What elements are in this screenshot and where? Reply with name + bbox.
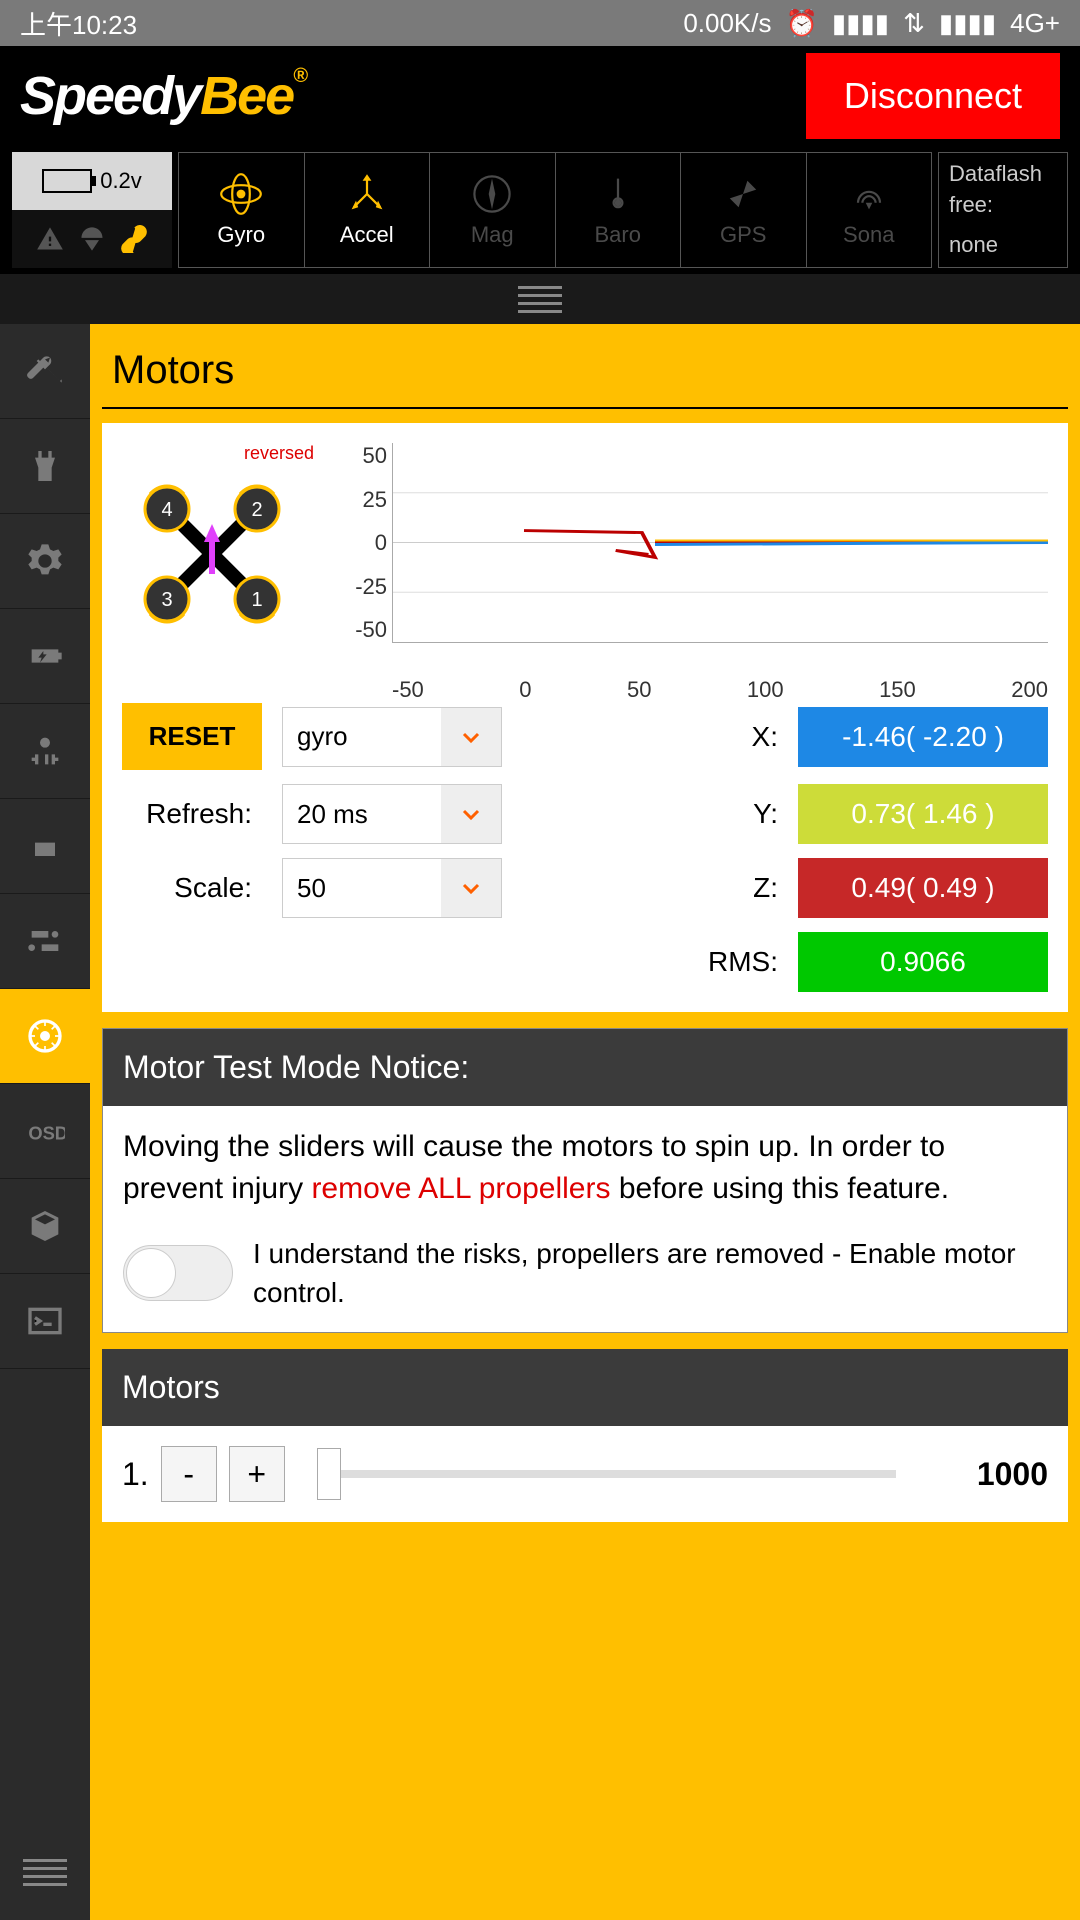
baro-icon: [596, 172, 640, 216]
battery-box: 0.2v: [12, 152, 172, 268]
toggle-label: I understand the risks, propellers are r…: [253, 1234, 1047, 1312]
refresh-select[interactable]: 20 ms: [282, 784, 502, 844]
disconnect-button[interactable]: Disconnect: [806, 53, 1060, 139]
data-icon: ⇅: [903, 8, 925, 39]
svg-text:OSD: OSD: [28, 1122, 65, 1143]
status-bar: 上午10:23 0.00K/s ⏰ ▮▮▮▮ ⇅ ▮▮▮▮ 4G+: [0, 0, 1080, 46]
motors-control-panel: Motors 1. - + 1000: [102, 1349, 1068, 1522]
alarm-icon: ⏰: [785, 8, 817, 39]
sidebar-config[interactable]: [0, 514, 90, 609]
motor-2-label: 2: [251, 499, 262, 521]
sidebar-power[interactable]: [0, 609, 90, 704]
motor-slider[interactable]: [317, 1470, 896, 1478]
enable-motor-toggle[interactable]: [123, 1245, 233, 1301]
motor-number: 1.: [122, 1456, 149, 1493]
x-value: -1.46( -2.20 ): [798, 707, 1048, 767]
sidebar-blackbox[interactable]: [0, 1179, 90, 1274]
status-time: 上午10:23: [20, 5, 683, 42]
chevron-down-icon: [441, 785, 501, 843]
sidebar: OSD: [0, 324, 90, 1920]
dataflash-value: none: [949, 230, 1057, 261]
signal2-icon: ▮▮▮▮: [939, 8, 996, 39]
sensor-bar: 0.2v Gyro Accel Mag Baro GPS: [0, 146, 1080, 274]
motor-3-label: 3: [161, 589, 172, 611]
gps-icon: [721, 172, 765, 216]
dataflash-label: Dataflash free:: [949, 159, 1057, 221]
motor-value: 1000: [928, 1456, 1048, 1493]
battery-voltage: 0.2v: [100, 168, 142, 194]
sidebar-setup[interactable]: [0, 324, 90, 419]
mag-icon: [470, 172, 514, 216]
signal-icon: ▮▮▮▮: [832, 8, 889, 39]
sidebar-pid[interactable]: [0, 704, 90, 799]
reset-button[interactable]: RESET: [122, 703, 262, 770]
parachute-icon: [78, 225, 106, 253]
x-label: X:: [522, 721, 778, 753]
page-title: Motors: [102, 324, 1068, 409]
app-header: SpeedyBee® Disconnect: [0, 46, 1080, 146]
y-label: Y:: [522, 798, 778, 830]
sidebar-osd[interactable]: OSD: [0, 1084, 90, 1179]
chevron-down-icon: [441, 708, 501, 766]
motor-plus-button[interactable]: +: [229, 1446, 285, 1502]
chart-panel: reversed 4 2 3: [102, 423, 1068, 1012]
sidebar-modes[interactable]: [0, 894, 90, 989]
sidebar-receiver[interactable]: [0, 799, 90, 894]
rms-value: 0.9066: [798, 932, 1048, 992]
logo: SpeedyBee®: [20, 65, 806, 127]
sidebar-cli[interactable]: [0, 1274, 90, 1369]
network-label: 4G+: [1010, 8, 1060, 39]
sonar-icon: [847, 172, 891, 216]
reversed-label: reversed: [122, 443, 322, 464]
sensor-sonar[interactable]: Sona: [807, 153, 932, 267]
gyro-icon: [219, 172, 263, 216]
refresh-label: Refresh:: [122, 798, 262, 830]
quad-diagram: reversed 4 2 3: [122, 443, 322, 673]
sensor-baro[interactable]: Baro: [556, 153, 682, 267]
motor-4-label: 4: [161, 499, 172, 521]
motor-1-label: 1: [251, 589, 262, 611]
notice-panel: Motor Test Mode Notice: Moving the slide…: [102, 1028, 1068, 1333]
content: Motors reversed 4 2: [90, 324, 1080, 1920]
battery-icon: [42, 169, 92, 193]
notice-title: Motor Test Mode Notice:: [103, 1029, 1067, 1106]
sidebar-motors[interactable]: [0, 989, 90, 1084]
sidebar-hamburger[interactable]: [0, 1825, 90, 1920]
motors2-title: Motors: [102, 1349, 1068, 1426]
sensor-mag[interactable]: Mag: [430, 153, 556, 267]
source-select[interactable]: gyro: [282, 707, 502, 767]
z-value: 0.49( 0.49 ): [798, 858, 1048, 918]
motor-minus-button[interactable]: -: [161, 1446, 217, 1502]
accel-icon: [345, 172, 389, 216]
sensor-gps[interactable]: GPS: [681, 153, 807, 267]
sidebar-ports[interactable]: [0, 419, 90, 514]
hamburger-top[interactable]: [0, 274, 1080, 324]
warning-icon: [36, 225, 64, 253]
sensor-gyro[interactable]: Gyro: [179, 153, 305, 267]
chart-plot: 50 25 0 -25 -50: [392, 443, 1048, 673]
status-speed: 0.00K/s: [683, 8, 771, 39]
y-value: 0.73( 1.46 ): [798, 784, 1048, 844]
link-icon: [120, 225, 148, 253]
sensor-accel[interactable]: Accel: [305, 153, 431, 267]
dataflash-box: Dataflash free: none: [938, 152, 1068, 268]
chevron-down-icon: [441, 859, 501, 917]
scale-select[interactable]: 50: [282, 858, 502, 918]
rms-label: RMS:: [522, 946, 778, 978]
z-label: Z:: [522, 872, 778, 904]
scale-label: Scale:: [122, 872, 262, 904]
